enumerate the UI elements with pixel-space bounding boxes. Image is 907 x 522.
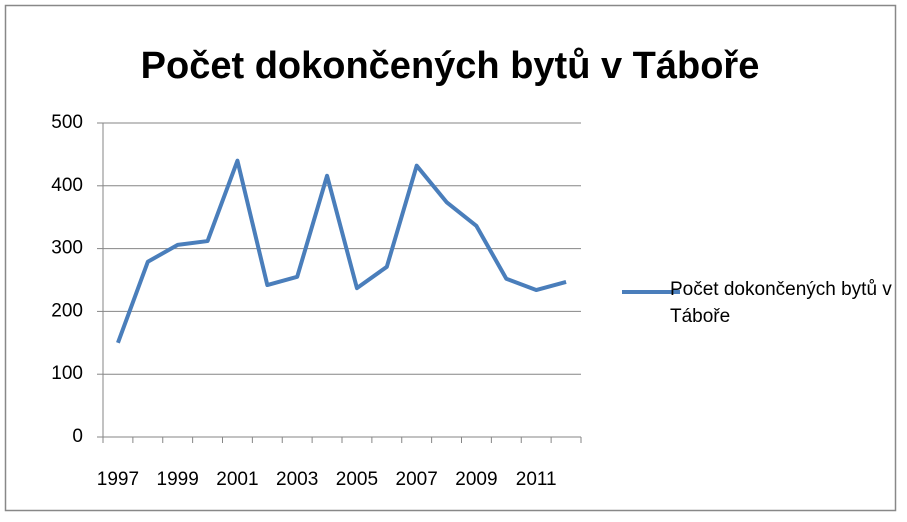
x-tick-label: 2009	[455, 469, 497, 490]
y-tick-label: 200	[51, 300, 83, 321]
x-tick-label: 2007	[396, 469, 438, 490]
x-tick-label: 2003	[276, 469, 318, 490]
y-tick-label: 0	[72, 426, 83, 447]
x-tick-label: 2011	[516, 469, 557, 490]
x-tick-label: 2005	[336, 469, 378, 490]
y-tick-label: 500	[51, 112, 83, 133]
y-tick-label: 400	[51, 175, 83, 196]
x-tick-label: 1997	[97, 469, 139, 490]
x-tick-label: 1999	[157, 469, 199, 490]
x-tick-label: 2001	[216, 469, 258, 490]
legend-label: Počet dokončených bytů v Táboře	[670, 279, 892, 327]
data-line	[116, 158, 567, 344]
chart-title: Počet dokončených bytů v Táboře	[141, 45, 760, 87]
y-tick-label: 300	[51, 238, 83, 259]
y-tick-label: 100	[51, 363, 83, 384]
